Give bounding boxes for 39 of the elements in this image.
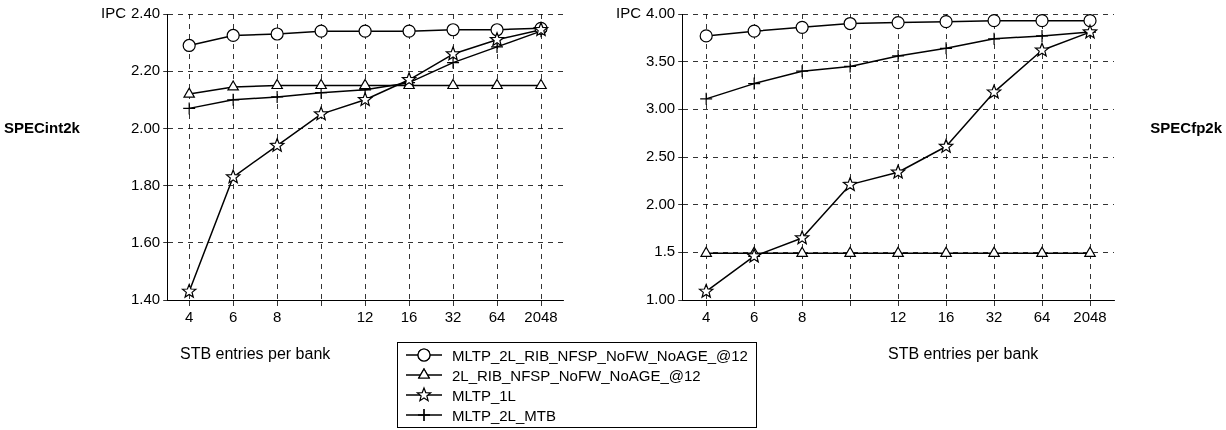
x-tick-label: 8 <box>272 308 282 326</box>
text: SPECfp2k <box>1150 118 1223 136</box>
y-tick-label: 1.5 <box>654 242 676 260</box>
x-tick-label: 4 <box>185 308 194 326</box>
x-tick-label: 6 <box>749 308 759 326</box>
x-tick-label: 16 <box>400 308 418 326</box>
x-tick-label: 32 <box>444 308 462 326</box>
y-tick-label: 1.60 <box>130 232 161 250</box>
y-axis-title: IPC <box>615 4 642 22</box>
text: SPECint2k <box>4 118 81 136</box>
y-tick-label: 4.00 <box>645 4 676 22</box>
x-tick-label: 8 <box>797 308 807 326</box>
x-tick-label: 4 <box>702 308 711 326</box>
x-tick-label: 64 <box>1033 308 1051 326</box>
x-tick-label: 2048 <box>1073 308 1107 326</box>
y-tick-label: 2.00 <box>130 118 161 136</box>
legend-label: MLTP_2L_RIB_NFSP_NoFW_NoAGE_@12 <box>452 346 748 364</box>
y-tick-label: 1.40 <box>130 290 161 308</box>
x-tick-label: 2048 <box>524 308 558 326</box>
y-tick-label: 2.40 <box>130 4 161 22</box>
y-tick-label: 3.50 <box>645 51 676 69</box>
x-tick-label: 12 <box>356 308 374 326</box>
x-axis-title: STB entries per bank <box>180 345 331 363</box>
legend-label: MLTP_2L_MTB <box>452 406 556 424</box>
x-tick-label: 12 <box>889 308 907 326</box>
y-tick-label: 2.50 <box>645 147 676 165</box>
y-tick-label: 1.80 <box>130 175 161 193</box>
legend-label: MLTP_1L <box>452 386 516 404</box>
y-tick-label: 3.00 <box>645 99 676 117</box>
x-tick-label: 6 <box>228 308 238 326</box>
legend-label: 2L_RIB_NFSP_NoFW_NoAGE_@12 <box>452 366 701 384</box>
y-axis-title: IPC <box>100 4 127 22</box>
x-axis-title: STB entries per bank <box>888 345 1039 363</box>
y-tick-label: 1.00 <box>645 290 676 308</box>
y-tick-label: 2.20 <box>130 61 161 79</box>
x-tick-label: 16 <box>937 308 955 326</box>
x-tick-label: 32 <box>985 308 1003 326</box>
y-tick-label: 2.00 <box>645 194 676 212</box>
x-tick-label: 64 <box>488 308 506 326</box>
